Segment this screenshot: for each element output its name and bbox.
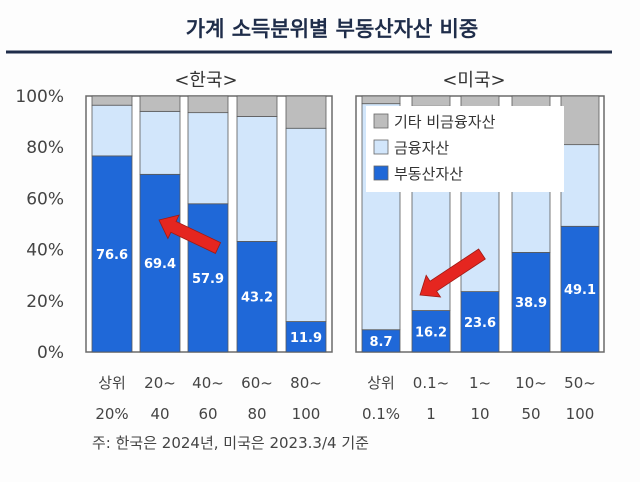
x-tick-label: 60 <box>198 405 217 423</box>
bar-segment <box>187 95 229 114</box>
x-tick-label: 80 <box>247 405 266 423</box>
bar-segment <box>91 155 133 353</box>
bar-segment <box>285 127 327 322</box>
y-tick-label: 40% <box>26 241 64 261</box>
x-tick-label: 10 <box>470 405 489 423</box>
x-tick-label: 40~ <box>192 374 224 392</box>
x-tick-label: 20~ <box>144 374 176 392</box>
x-tick-label: 1 <box>426 405 436 423</box>
data-label: 43.2 <box>241 291 273 306</box>
x-tick-label: 10~ <box>515 374 547 392</box>
x-tick-label: 20% <box>95 405 128 423</box>
bar-segment <box>411 95 451 107</box>
y-tick-label: 20% <box>26 292 64 312</box>
bar-segment <box>236 95 278 117</box>
x-tick-label: 100 <box>566 405 595 423</box>
bar-segment <box>460 291 500 353</box>
data-label: 69.4 <box>144 257 176 272</box>
footnote: 주: 한국은 2024년, 미국은 2023.3/4 기준 <box>92 434 369 452</box>
bar-segment <box>511 252 551 353</box>
y-tick-label: 0% <box>37 343 64 363</box>
bar-segment <box>285 321 327 353</box>
x-tick-label: 40 <box>150 405 169 423</box>
bar-segment <box>236 241 278 353</box>
data-label: 11.9 <box>290 331 322 346</box>
bar-segment <box>411 310 451 353</box>
legend-label: 부동산자산 <box>394 165 463 183</box>
x-tick-label: 50 <box>521 405 540 423</box>
x-tick-label: 1~ <box>469 374 491 392</box>
data-label: 49.1 <box>564 283 596 298</box>
y-tick-label: 80% <box>26 138 64 158</box>
data-label: 8.7 <box>369 335 392 350</box>
panel-title: <미국> <box>442 70 505 91</box>
legend-swatch <box>373 165 389 181</box>
legend-box <box>366 106 564 192</box>
arrow-annotation <box>419 248 486 298</box>
data-label: 23.6 <box>464 316 496 331</box>
legend-label: 기타 비금융자산 <box>394 113 496 131</box>
x-tick-label: 80~ <box>290 374 322 392</box>
y-tick-label: 100% <box>15 87 64 107</box>
bar-segment <box>91 104 133 157</box>
panel-title: <한국> <box>174 70 237 91</box>
x-tick-label: 상위 <box>367 374 395 392</box>
y-tick-label: 60% <box>26 189 64 209</box>
bar-segment <box>91 95 133 106</box>
bar-segment <box>560 144 600 227</box>
bar-segment <box>187 112 229 205</box>
bar-segment <box>285 95 327 129</box>
legend-swatch <box>373 139 389 155</box>
x-tick-label: 0.1% <box>362 405 400 423</box>
bar-segment <box>361 95 401 105</box>
data-label: 57.9 <box>192 272 224 287</box>
data-label: 16.2 <box>415 325 447 340</box>
x-tick-label: 상위 <box>98 374 126 392</box>
plot-area: 0% 20% 40% 60% 80% 100% <한국> 76.6 상위 20% 69.4 20~ 40… <box>15 70 605 423</box>
bar-segment <box>139 110 181 175</box>
legend-label: 금융자산 <box>394 139 449 157</box>
bar-segment <box>187 203 229 353</box>
bar-segment <box>560 95 600 146</box>
legend-swatch <box>373 113 389 129</box>
chart-title: 가계 소득분위별 부동산자산 비중 <box>186 17 478 41</box>
data-label: 76.6 <box>96 248 128 263</box>
x-tick-label: 100 <box>292 405 321 423</box>
x-tick-label: 0.1~ <box>413 374 449 392</box>
bar-segment <box>139 95 181 112</box>
bar-segment <box>236 116 278 242</box>
arrow-annotation <box>158 214 222 254</box>
x-tick-label: 60~ <box>241 374 273 392</box>
x-tick-label: 50~ <box>564 374 596 392</box>
data-label: 38.9 <box>515 296 547 311</box>
